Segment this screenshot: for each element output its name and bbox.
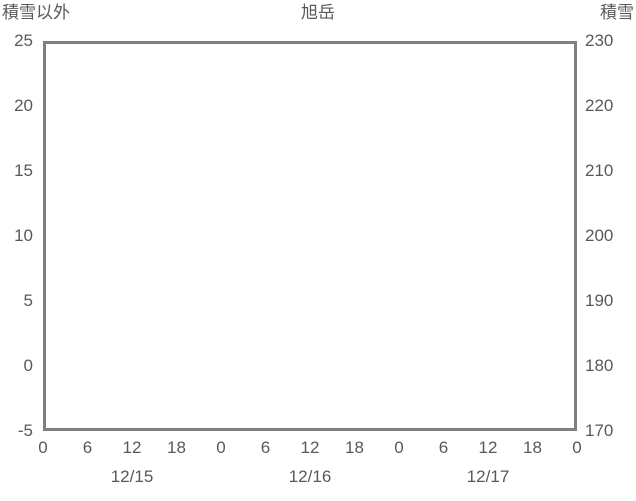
x-axis-tick-0: 0 [38,438,48,457]
left-axis-tick-25: 25 [14,31,33,50]
x-axis-tick-5: 6 [260,438,271,457]
x-axis-tick-11: 18 [523,438,542,457]
x-axis-tick-6: 12 [300,438,320,457]
left-axis-tick-20: 20 [14,96,33,115]
right-axis-tick-190: 190 [585,291,614,310]
left-axis-tick--5: -5 [17,421,33,440]
left-axis-tick-5: 5 [23,291,33,310]
x-axis-tick-10: 12 [478,438,498,457]
right-axis-tick-220: 220 [585,96,614,115]
right-axis-title: 積雪 [600,3,634,22]
right-axis-tick-230: 230 [585,31,614,50]
right-axis-tick-170: 170 [585,421,614,440]
left-axis-tick-10: 10 [14,226,33,245]
x-axis-tick-1: 6 [82,438,93,457]
x-axis-date-12-17: 12/17 [466,467,510,486]
plot-frame [43,41,577,431]
left-axis-tick-0: 0 [23,356,33,375]
right-axis-tick-210: 210 [585,161,614,180]
x-axis-tick-3: 18 [167,438,186,457]
x-axis-tick-9: 6 [438,438,449,457]
x-axis-tick-2: 12 [122,438,142,457]
x-axis-date-12-15: 12/15 [110,467,154,486]
x-axis-tick-8: 0 [394,438,404,457]
x-axis-tick-7: 18 [345,438,364,457]
left-axis-title: 積雪以外 [2,3,70,22]
x-axis-date-12-16: 12/16 [288,467,332,486]
plot-area [43,41,577,431]
right-axis-tick-180: 180 [585,356,614,375]
left-axis-tick-15: 15 [14,161,33,180]
x-axis-tick-12: 0 [572,438,582,457]
right-axis-tick-200: 200 [585,226,614,245]
x-axis-tick-4: 0 [216,438,226,457]
chart-title: 旭岳 [301,3,335,22]
